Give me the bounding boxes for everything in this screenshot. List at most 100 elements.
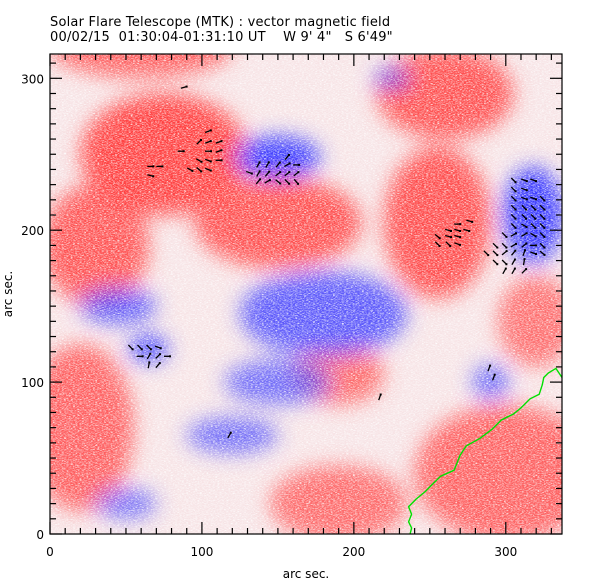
field-vector-head xyxy=(505,246,508,249)
field-vector-head xyxy=(297,182,300,185)
field-vector-head xyxy=(543,253,546,256)
field-vector-head xyxy=(525,242,528,245)
field-vector-head xyxy=(152,165,155,168)
field-vector-head xyxy=(514,199,517,202)
field-vector-head xyxy=(471,220,474,223)
field-vector-head xyxy=(535,253,537,255)
neutral-line-contour xyxy=(407,367,562,534)
field-vector-head xyxy=(229,431,232,434)
field-vector-head xyxy=(185,85,188,88)
field-vector-head xyxy=(505,235,508,238)
chart-subtitle: 00/02/15 01:30:04-01:31:10 UT W 9' 4" S … xyxy=(50,31,393,45)
field-vector-head xyxy=(141,355,144,358)
field-vector-head xyxy=(209,129,212,132)
field-vector-head xyxy=(525,189,528,192)
field-vector-head xyxy=(514,217,517,220)
field-vector-head xyxy=(514,181,517,184)
field-vector-head xyxy=(209,140,212,143)
field-vector-head xyxy=(534,226,537,229)
field-vector-head xyxy=(258,170,261,173)
field-vector-head xyxy=(438,237,441,240)
field-vector-head xyxy=(297,171,300,174)
field-vector-head xyxy=(220,149,223,152)
field-vector-head xyxy=(149,352,152,355)
field-vector-head xyxy=(191,169,194,172)
field-vector-head xyxy=(535,180,537,183)
field-vector-head xyxy=(209,169,212,172)
field-vector-head xyxy=(514,208,517,211)
y-tick-labels: 0 100 200 300 xyxy=(21,72,44,542)
field-vector-head xyxy=(525,180,528,183)
field-vector-head xyxy=(534,208,537,211)
field-vector-head xyxy=(279,182,282,185)
y-tick-label: 0 xyxy=(36,528,44,542)
field-vector-head xyxy=(152,175,155,178)
field-vector-head xyxy=(287,154,290,156)
field-vector-head xyxy=(487,254,490,257)
field-vector-head xyxy=(298,163,301,166)
observation-time-range: 01:30:04-01:31:10 UT xyxy=(118,30,266,45)
field-vector-head xyxy=(543,217,546,220)
x-tick-label: 200 xyxy=(342,545,365,559)
field-vector-head xyxy=(159,353,161,356)
field-vector-head xyxy=(504,267,507,270)
x-tick-labels: 0 100 200 300 xyxy=(46,545,517,559)
field-vector-head xyxy=(514,190,517,193)
field-vector-head xyxy=(449,245,452,247)
field-vector-head xyxy=(505,250,508,253)
field-vector-head xyxy=(543,226,546,229)
field-vector-head xyxy=(513,267,516,270)
field-vector-head xyxy=(459,243,461,246)
field-vector-head xyxy=(543,208,546,211)
field-vector-head xyxy=(515,242,517,245)
field-vector-head xyxy=(161,165,164,168)
y-axis-label: arc sec. xyxy=(1,271,15,317)
field-vector-head xyxy=(149,348,152,351)
field-vector-head xyxy=(268,170,271,173)
y-tick-label: 200 xyxy=(21,224,44,238)
field-vector-head xyxy=(200,170,203,173)
field-vector-head xyxy=(159,347,162,350)
observation-latitude: S 6'49" xyxy=(344,30,393,45)
axis-ticks xyxy=(49,54,562,535)
field-vector-head xyxy=(534,235,537,238)
field-vector-head xyxy=(524,249,526,252)
field-vector-head xyxy=(525,232,528,235)
field-vector-head xyxy=(288,162,291,165)
field-vector-head xyxy=(267,161,270,164)
field-vector-head xyxy=(140,348,143,351)
field-vector-head xyxy=(468,230,471,232)
observation-longitude: W 9' 4" xyxy=(283,30,332,45)
field-vector-head xyxy=(525,198,528,201)
field-vector-head xyxy=(220,140,223,143)
field-vector-head xyxy=(543,246,546,249)
x-tick-label: 100 xyxy=(190,545,213,559)
field-vector-head xyxy=(459,236,462,239)
field-vector-head xyxy=(505,263,508,266)
field-vector-head xyxy=(250,172,253,175)
field-vector-head xyxy=(209,160,212,163)
field-vector-head xyxy=(514,226,517,229)
field-vector-head xyxy=(182,150,185,153)
field-vector-head xyxy=(148,361,151,364)
field-vector-head xyxy=(514,249,517,252)
field-vector-head xyxy=(534,217,537,220)
field-vector-head xyxy=(268,179,271,182)
field-vector-head xyxy=(535,198,537,201)
field-vector-head xyxy=(450,230,452,232)
field-vector-head xyxy=(535,244,538,247)
field-vector-head xyxy=(459,223,462,226)
field-vector-head xyxy=(459,230,462,232)
x-tick-label: 300 xyxy=(494,545,517,559)
field-vector-head xyxy=(278,161,281,164)
field-vector-head xyxy=(543,199,546,202)
field-vector-head xyxy=(131,348,134,351)
field-vector-head xyxy=(513,258,516,261)
field-vector-head xyxy=(515,232,517,235)
field-vector-head xyxy=(288,171,291,174)
field-vector-head xyxy=(496,246,499,249)
field-vector-head xyxy=(158,362,161,365)
magnetogram-image xyxy=(50,54,562,534)
field-vector-head xyxy=(489,364,492,367)
